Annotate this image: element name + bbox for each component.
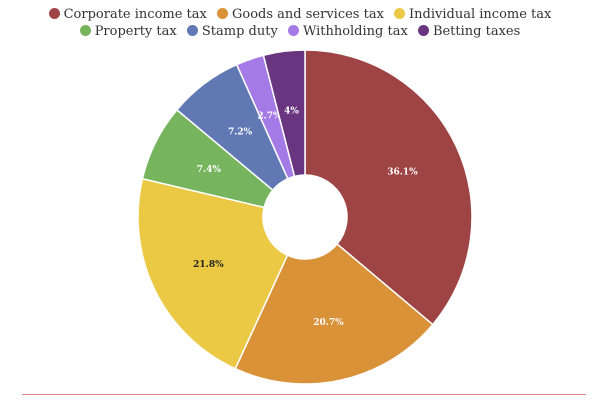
slice-value-label: 7.2%	[228, 127, 253, 137]
legend-swatch	[287, 25, 299, 36]
legend-label: Corporate income tax	[63, 7, 207, 22]
slice-value-label: 4%	[284, 106, 299, 116]
bottom-divider	[22, 394, 586, 395]
slice-value-label: 2.7%	[257, 112, 282, 122]
slice-goods-and-services-tax[interactable]	[234, 242, 434, 385]
legend-item-corporate-income-tax[interactable]: Corporate income tax	[48, 6, 207, 23]
slice-individual-income-tax[interactable]	[137, 177, 289, 370]
legend-item-stamp-duty[interactable]: Stamp duty	[186, 23, 278, 40]
chart-legend: Corporate income tax Goods and services …	[0, 6, 600, 40]
legend-label: Stamp duty	[201, 24, 278, 39]
slice-value-label: 20.7%	[313, 318, 344, 328]
legend-label: Withholding tax	[302, 24, 408, 39]
slice-value-label: 7.4%	[197, 165, 222, 175]
legend-swatch	[394, 8, 406, 19]
legend-item-betting-taxes[interactable]: Betting taxes	[417, 23, 521, 40]
legend-label: Individual income tax	[409, 7, 552, 22]
slice-betting-taxes[interactable]	[262, 49, 306, 178]
legend-swatch	[217, 8, 228, 19]
legend-item-individual-income-tax[interactable]: Individual income tax	[394, 6, 551, 23]
legend-row-1: Corporate income tax Goods and services …	[0, 6, 600, 23]
slice-value-label: 21.8%	[193, 260, 224, 270]
legend-item-goods-and-services-tax[interactable]: Goods and services tax	[217, 6, 384, 23]
legend-swatch	[48, 8, 60, 19]
legend-label: Goods and services tax	[232, 7, 384, 22]
legend-item-withholding-tax[interactable]: Withholding tax	[287, 23, 408, 40]
legend-label: Betting taxes	[432, 24, 521, 39]
legend-swatch	[186, 25, 198, 36]
legend-item-property-tax[interactable]: Property tax	[79, 23, 177, 40]
legend-label: Property tax	[94, 24, 177, 39]
legend-swatch	[79, 25, 91, 36]
slice-corporate-income-tax[interactable]	[304, 49, 473, 326]
legend-swatch	[417, 25, 429, 36]
legend-row-2: Property tax Stamp duty Withholding tax …	[0, 23, 600, 40]
slice-value-label: 36.1%	[387, 168, 418, 178]
